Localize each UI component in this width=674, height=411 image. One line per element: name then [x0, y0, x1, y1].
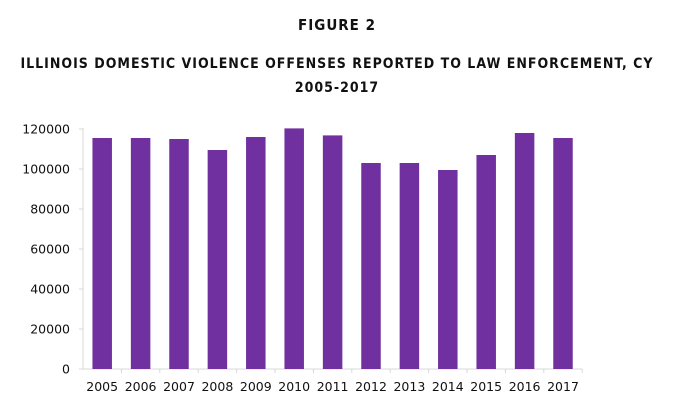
x-tick-label: 2017 [547, 379, 579, 394]
x-tick-label: 2013 [393, 379, 425, 394]
figure-label: FIGURE 2 [298, 16, 376, 34]
y-tick-label: 80000 [30, 202, 70, 217]
y-tick-label: 100000 [22, 162, 70, 177]
bar-2017 [553, 138, 573, 369]
y-tick-label: 60000 [30, 242, 70, 257]
x-tick-label: 2009 [240, 379, 272, 394]
x-tick-label: 2014 [432, 379, 464, 394]
x-tick-label: 2007 [163, 379, 195, 394]
x-tick-label: 2016 [509, 379, 541, 394]
bar-2010 [284, 128, 304, 369]
y-tick-label: 40000 [30, 282, 70, 297]
bar-2009 [246, 137, 266, 369]
bar-2007 [169, 139, 189, 369]
x-tick-label: 2008 [201, 379, 233, 394]
bar-2015 [476, 155, 496, 369]
x-tick-label: 2005 [86, 379, 118, 394]
bar-2006 [130, 138, 151, 369]
bar-2014 [438, 170, 458, 369]
bar-2008 [207, 150, 228, 369]
x-tick-label: 2012 [355, 379, 387, 394]
x-tick-label: 2011 [317, 379, 349, 394]
x-tick-label: 2015 [470, 379, 502, 394]
y-tick-label: 20000 [30, 322, 70, 337]
x-tick-label: 2006 [125, 379, 157, 394]
bar-2005 [92, 138, 112, 369]
bar-2016 [514, 133, 535, 369]
bar-2011 [322, 135, 343, 369]
bar-2013 [399, 163, 420, 369]
y-tick-label: 0 [62, 362, 70, 377]
x-tick-label: 2010 [278, 379, 310, 394]
bar-2012 [361, 163, 381, 369]
chart-title: ILLINOIS DOMESTIC VIOLENCE OFFENSES REPO… [20, 56, 654, 96]
y-tick-label: 120000 [22, 122, 70, 137]
